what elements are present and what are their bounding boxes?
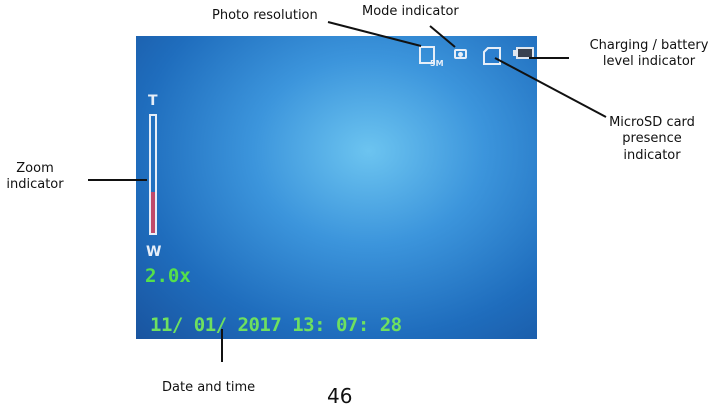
camera-mode-icon <box>453 45 469 61</box>
zoom-wide-label: W <box>146 244 162 260</box>
microsd-callout: MicroSD card presence indicator <box>609 115 695 163</box>
photo-resolution-icon <box>419 46 435 64</box>
photo-resolution-callout: Photo resolution <box>212 8 318 23</box>
battery-icon <box>513 47 534 59</box>
battery-callout: Charging / battery level indicator <box>589 38 709 70</box>
microsd-card-icon <box>483 47 501 65</box>
mode-indicator-callout: Mode indicator <box>362 4 459 19</box>
zoom-value: 2.0x <box>145 265 191 287</box>
zoom-callout: Zoom indicator <box>6 161 64 193</box>
date-time-callout: Date and time <box>162 380 256 395</box>
photo-resolution-value: 5M <box>430 59 444 68</box>
camera-preview-screen: 5M T W 2.0x 11/ 01/ 2017 13: 07: 28 <box>136 36 537 339</box>
page-number: 46 <box>327 384 353 408</box>
zoom-indicator-bar <box>149 114 157 235</box>
zoom-tele-label: T <box>148 93 158 109</box>
date-time-readout: 11/ 01/ 2017 13: 07: 28 <box>150 314 402 336</box>
zoom-level-fill <box>151 192 155 233</box>
